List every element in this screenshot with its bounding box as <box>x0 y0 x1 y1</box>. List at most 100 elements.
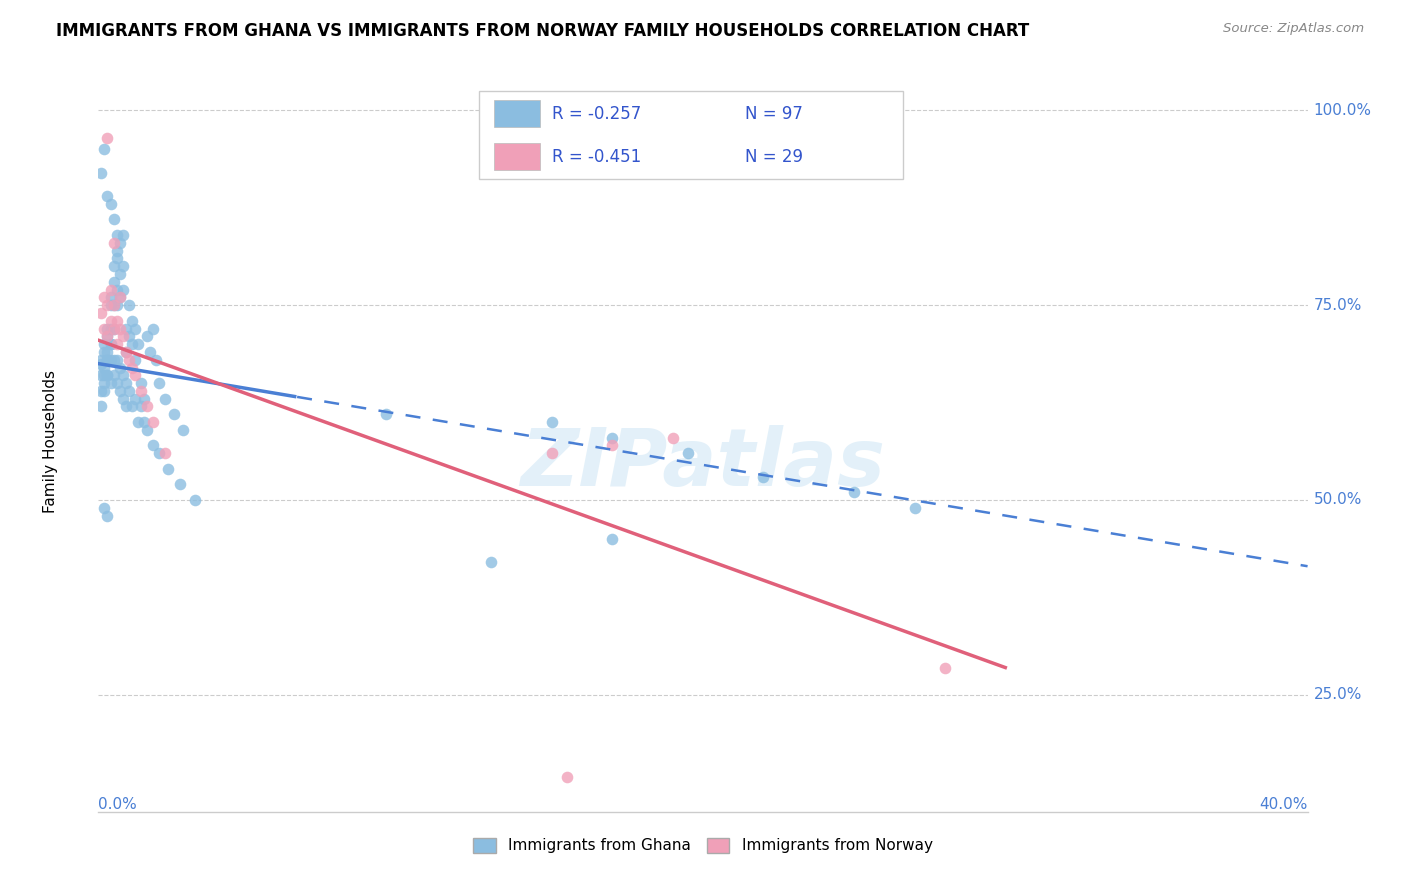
Point <box>96 352 118 367</box>
Point <box>96 298 118 312</box>
Point <box>121 360 143 375</box>
Text: N = 29: N = 29 <box>745 147 803 166</box>
Point <box>129 376 152 390</box>
Point <box>142 438 165 452</box>
Point <box>105 283 128 297</box>
Point <box>135 329 157 343</box>
Point <box>602 438 624 452</box>
Point <box>96 189 118 203</box>
Point <box>103 298 125 312</box>
Point <box>108 321 131 335</box>
Point <box>93 384 115 398</box>
Point <box>661 431 683 445</box>
Point <box>90 306 112 320</box>
Point <box>111 259 134 273</box>
Point <box>114 400 136 414</box>
Text: Family Households: Family Households <box>42 370 58 513</box>
Point <box>105 227 128 242</box>
Point <box>93 142 115 156</box>
Point <box>96 368 118 383</box>
Point <box>103 368 125 383</box>
Point <box>90 357 112 371</box>
Point <box>153 392 176 406</box>
Point <box>124 321 146 335</box>
Point <box>111 329 134 343</box>
Point <box>163 407 186 421</box>
Point <box>114 345 136 359</box>
Point <box>90 384 112 398</box>
Text: 40.0%: 40.0% <box>1260 797 1308 812</box>
Point <box>129 384 152 398</box>
Text: R = -0.257: R = -0.257 <box>551 104 641 122</box>
Point <box>481 555 503 569</box>
Point <box>676 446 699 460</box>
Point <box>93 368 115 383</box>
Point <box>111 392 134 406</box>
Point <box>103 275 125 289</box>
Point <box>108 290 131 304</box>
Point <box>129 400 152 414</box>
Point <box>103 352 125 367</box>
Point <box>103 259 125 273</box>
Point <box>96 345 118 359</box>
Point <box>105 376 128 390</box>
Point <box>103 321 125 335</box>
Point <box>374 407 396 421</box>
Point <box>100 197 122 211</box>
Point <box>124 352 146 367</box>
Point <box>121 337 143 351</box>
Text: 100.0%: 100.0% <box>1313 103 1372 118</box>
Point <box>100 283 122 297</box>
Text: N = 97: N = 97 <box>745 104 803 122</box>
Point <box>114 321 136 335</box>
FancyBboxPatch shape <box>494 144 540 169</box>
Point <box>124 392 146 406</box>
Text: 75.0%: 75.0% <box>1313 298 1362 313</box>
Point <box>96 321 118 335</box>
Point <box>96 329 118 343</box>
Point <box>90 368 112 383</box>
Point <box>90 400 112 414</box>
FancyBboxPatch shape <box>494 100 540 127</box>
Point <box>934 660 956 674</box>
Point <box>100 337 122 351</box>
Point <box>108 360 131 375</box>
Point <box>96 352 118 367</box>
Point <box>142 321 165 335</box>
Point <box>105 244 128 258</box>
Point <box>142 415 165 429</box>
Text: 0.0%: 0.0% <box>98 797 138 812</box>
Point <box>96 508 118 523</box>
Point <box>100 290 122 304</box>
FancyBboxPatch shape <box>479 91 903 178</box>
Point <box>90 166 112 180</box>
Point <box>118 352 141 367</box>
Point <box>139 345 162 359</box>
Point <box>145 352 167 367</box>
Point <box>100 352 122 367</box>
Text: ZIPatlas: ZIPatlas <box>520 425 886 503</box>
Text: IMMIGRANTS FROM GHANA VS IMMIGRANTS FROM NORWAY FAMILY HOUSEHOLDS CORRELATION CH: IMMIGRANTS FROM GHANA VS IMMIGRANTS FROM… <box>56 22 1029 40</box>
Point <box>111 283 134 297</box>
Point <box>148 446 170 460</box>
Point <box>135 423 157 437</box>
Point <box>121 314 143 328</box>
Point <box>132 415 155 429</box>
Point <box>184 493 207 508</box>
Point <box>156 462 179 476</box>
Point <box>111 368 134 383</box>
Point <box>148 376 170 390</box>
Point <box>108 384 131 398</box>
Point <box>105 352 128 367</box>
Point <box>100 321 122 335</box>
Point <box>844 485 866 500</box>
Point <box>105 252 128 266</box>
Point <box>100 376 122 390</box>
Text: Source: ZipAtlas.com: Source: ZipAtlas.com <box>1223 22 1364 36</box>
Point <box>127 337 149 351</box>
Point <box>90 352 112 367</box>
Point <box>93 360 115 375</box>
Point <box>100 314 122 328</box>
Point <box>93 500 115 515</box>
Point <box>100 337 122 351</box>
